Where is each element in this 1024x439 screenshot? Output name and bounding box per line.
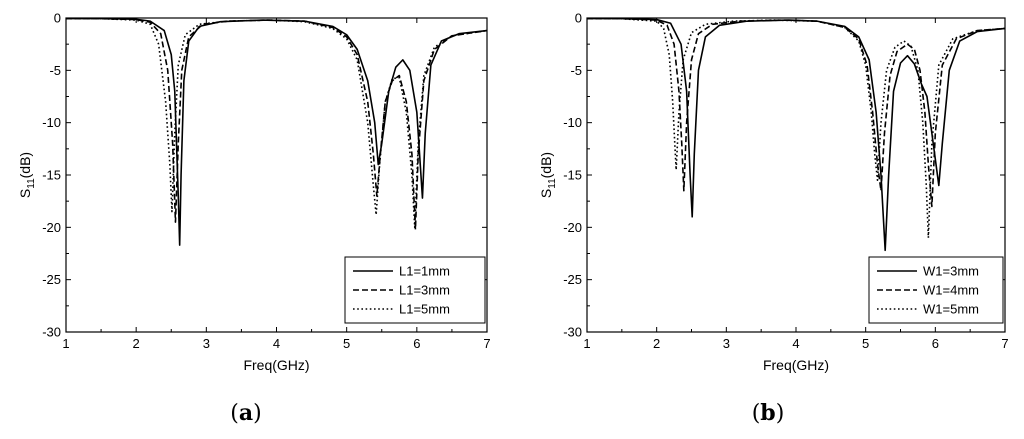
series-line-2	[587, 18, 1005, 208]
x-tick-label: 6	[932, 336, 939, 351]
y-tick-label: -30	[563, 325, 582, 340]
x-tick-label: 4	[792, 336, 799, 351]
plot-area	[66, 18, 487, 246]
series-line-1	[66, 18, 487, 246]
y-tick-label: -15	[563, 168, 582, 183]
y-tick-label: -5	[49, 63, 61, 78]
y-tick-label: -20	[42, 220, 61, 235]
legend-entry-1: W1=3mm	[923, 264, 979, 279]
x-axis-label: Freq(GHz)	[763, 357, 829, 373]
y-tick-label: -25	[563, 272, 582, 287]
panel-b: 1 2 3 4 5 6 7 0 -5 -10 -15 -20 -25 -30 Freq(GHz) S11(dB…	[538, 11, 1009, 427]
y-axis-label: S11(dB)	[538, 152, 558, 198]
x-tick-label: 6	[413, 336, 420, 351]
legend-entry-2: L1=3mm	[399, 283, 450, 298]
x-tick-label: 7	[1001, 336, 1008, 351]
panel-label: (a)	[230, 400, 261, 426]
x-tick-label: 4	[273, 336, 280, 351]
y-tick-label: -25	[42, 272, 61, 287]
y-axis-label: S11(dB)	[17, 152, 37, 198]
x-tick-label: 3	[203, 336, 210, 351]
y-tick-label: -10	[42, 115, 61, 130]
legend-entry-3: W1=5mm	[923, 302, 979, 317]
legend-entry-1: L1=1mm	[399, 264, 450, 279]
series-line-3	[587, 18, 1005, 239]
y-tick-label: -5	[570, 63, 582, 78]
series-line-2	[66, 18, 487, 231]
y-tick-label: -30	[42, 325, 61, 340]
panel-label: (b)	[752, 400, 785, 426]
series-line-1	[587, 18, 1005, 252]
x-tick-label: 1	[583, 336, 590, 351]
x-tick-label: 2	[133, 336, 140, 351]
legend: W1=3mm W1=4mm W1=5mm	[868, 256, 1004, 324]
legend-entry-3: L1=5mm	[399, 302, 450, 317]
y-tick-label: -15	[42, 168, 61, 183]
y-tick-label: -10	[563, 115, 582, 130]
x-axis-label: Freq(GHz)	[243, 357, 309, 373]
x-tick-label: 3	[723, 336, 730, 351]
x-tick-label: 5	[862, 336, 869, 351]
legend-box	[344, 256, 486, 324]
panel-a: 1 2 3 4 5 6 7 0 -5 -10 -15 -20 -25 -30 Freq(GHz) S11(dB…	[17, 11, 491, 427]
series-line-3	[66, 18, 487, 229]
y-tick-label: 0	[575, 11, 582, 26]
plot-area	[587, 18, 1005, 252]
y-tick-label: -20	[563, 220, 582, 235]
legend-entry-2: W1=4mm	[923, 283, 979, 298]
x-tick-label: 5	[343, 336, 350, 351]
x-tick-label: 1	[62, 336, 69, 351]
x-tick-label: 7	[483, 336, 490, 351]
x-tick-label: 2	[653, 336, 660, 351]
y-tick-label: 0	[54, 11, 61, 26]
legend: L1=1mm L1=3mm L1=5mm	[344, 256, 486, 324]
